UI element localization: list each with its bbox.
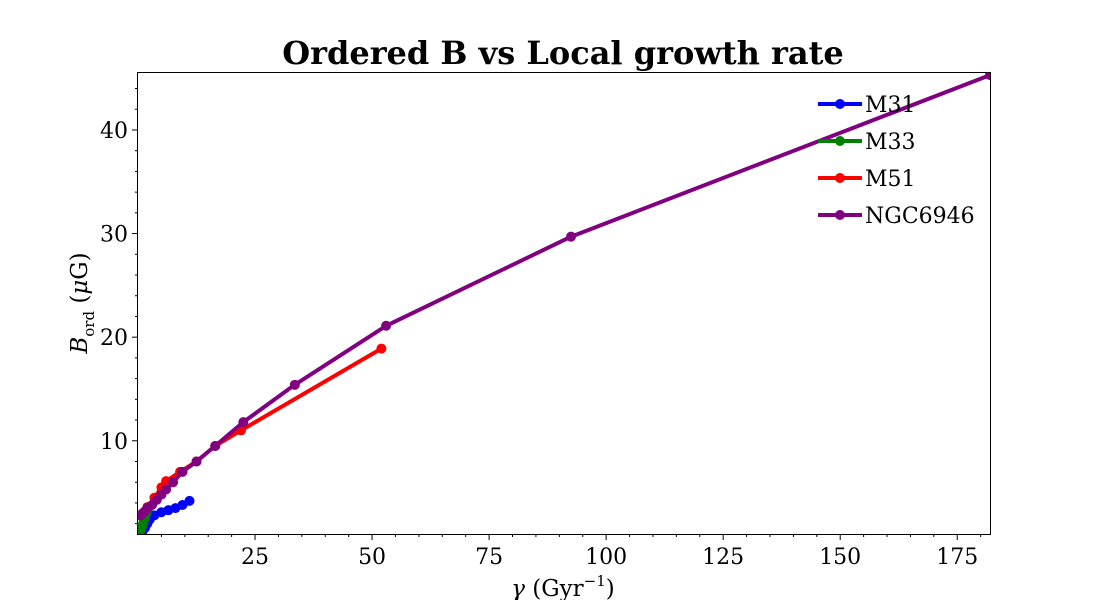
x-tick-label: 175 (936, 545, 978, 570)
series-line (138, 346, 383, 517)
legend-label: NGC6946 (865, 204, 975, 229)
legend-item-m51: M51 (818, 167, 916, 192)
data-point (985, 73, 990, 81)
x-axis-label: γ (Gyr−1) (511, 572, 615, 600)
legend-label: M51 (865, 167, 916, 192)
series-layer (138, 73, 990, 534)
data-point (210, 440, 221, 451)
legend-item-ngc6946: NGC6946 (818, 204, 975, 229)
y-tick-label: 10 (100, 430, 128, 455)
y-axis-label: Bord (μG) (67, 252, 98, 354)
legend-item-m31: M31 (818, 93, 916, 118)
data-point (191, 456, 202, 467)
x-tick-label: 150 (819, 545, 861, 570)
data-point (168, 477, 179, 488)
axis-layer: 25 50 75 100 125 150 175 10 20 30 40 (100, 88, 982, 570)
y-tick-label: 20 (100, 326, 128, 351)
x-tick-label: 75 (475, 545, 503, 570)
x-tick-label: 125 (702, 545, 744, 570)
series-m51 (138, 343, 387, 521)
data-point (184, 495, 195, 506)
x-tick-label: 50 (358, 545, 386, 570)
plot-frame (137, 72, 991, 535)
data-point (161, 484, 172, 495)
data-point (289, 379, 300, 390)
chart-title: Ordered B vs Local growth rate (282, 34, 844, 72)
series-line (138, 73, 990, 517)
legend-marker (835, 99, 845, 109)
series-ngc6946 (138, 73, 990, 521)
x-tick-label: 25 (241, 545, 269, 570)
legend-label: M33 (865, 130, 916, 155)
legend-label: M31 (865, 93, 916, 118)
legend-item-m33: M33 (818, 130, 916, 155)
y-tick-label: 30 (100, 223, 128, 248)
data-point (238, 417, 249, 428)
data-point (566, 231, 577, 242)
series-m31 (138, 495, 195, 534)
legend: M31 M33 M51 NGC6946 (818, 93, 975, 229)
legend-marker (835, 173, 845, 183)
legend-marker (835, 210, 845, 220)
y-tick-label: 40 (100, 119, 128, 144)
legend-marker (835, 136, 845, 146)
data-point (381, 320, 392, 331)
data-point (177, 466, 188, 477)
x-tick-label: 100 (585, 545, 627, 570)
data-point (376, 343, 387, 354)
